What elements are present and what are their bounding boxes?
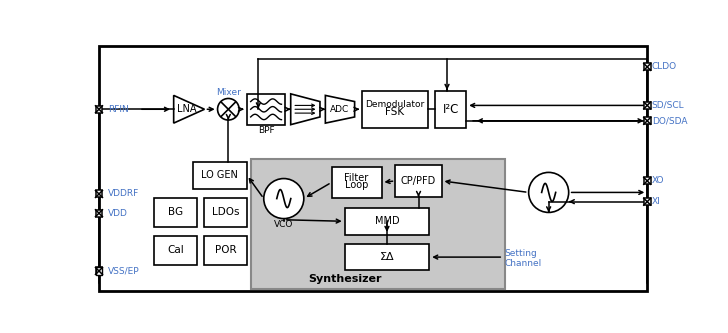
Text: RFIN: RFIN	[108, 105, 129, 114]
Text: ΣΔ: ΣΔ	[379, 252, 395, 262]
Bar	[154, 198, 197, 227]
Text: MMD: MMD	[375, 216, 399, 226]
Text: Demodulator: Demodulator	[365, 100, 424, 109]
Text: BG: BG	[168, 207, 183, 217]
Text: VDDRF: VDDRF	[108, 189, 140, 198]
Bar	[95, 267, 103, 274]
Bar	[96, 267, 102, 275]
Text: Loop: Loop	[345, 180, 368, 190]
Circle shape	[529, 172, 569, 212]
Bar	[644, 198, 651, 205]
Bar	[205, 235, 247, 265]
Bar	[435, 91, 466, 128]
Bar	[363, 91, 428, 128]
Bar	[205, 198, 247, 227]
Bar	[344, 208, 430, 235]
Text: XI: XI	[652, 197, 660, 206]
Text: Mixer: Mixer	[216, 88, 241, 97]
Bar	[644, 117, 651, 124]
Bar	[247, 94, 285, 125]
Text: Filter: Filter	[344, 173, 368, 183]
Text: CP/PFD: CP/PFD	[401, 176, 436, 186]
Text: DO/SDA: DO/SDA	[652, 116, 687, 125]
Bar	[250, 159, 505, 289]
Text: LDOs: LDOs	[212, 207, 240, 217]
Text: VCO: VCO	[274, 220, 293, 229]
Bar	[644, 177, 651, 184]
Text: Setting: Setting	[505, 249, 537, 258]
Bar	[344, 244, 430, 270]
Text: SD/SCL: SD/SCL	[652, 101, 684, 110]
Text: ADC: ADC	[331, 105, 349, 114]
Text: XO: XO	[652, 176, 665, 185]
Text: Cal: Cal	[167, 245, 184, 255]
Bar	[95, 190, 103, 197]
Bar	[193, 162, 247, 188]
Text: POR: POR	[215, 245, 237, 255]
Text: VSS/EP: VSS/EP	[108, 266, 140, 275]
Bar	[154, 235, 197, 265]
Text: LNA: LNA	[177, 104, 197, 114]
Text: BPF: BPF	[258, 126, 274, 135]
Bar	[95, 106, 103, 113]
Text: VDD: VDD	[108, 209, 128, 218]
Bar	[395, 165, 442, 197]
Text: Synthesizer: Synthesizer	[308, 274, 381, 284]
Bar	[644, 102, 651, 109]
Text: CLDO: CLDO	[652, 62, 677, 71]
Text: FSK: FSK	[386, 107, 405, 117]
Text: LO GEN: LO GEN	[202, 170, 238, 180]
Bar	[331, 167, 381, 198]
Circle shape	[218, 99, 239, 120]
Text: I²C: I²C	[443, 103, 459, 116]
Circle shape	[264, 178, 304, 218]
Bar	[644, 64, 651, 70]
Bar	[95, 210, 103, 217]
Text: Channel: Channel	[505, 259, 542, 268]
